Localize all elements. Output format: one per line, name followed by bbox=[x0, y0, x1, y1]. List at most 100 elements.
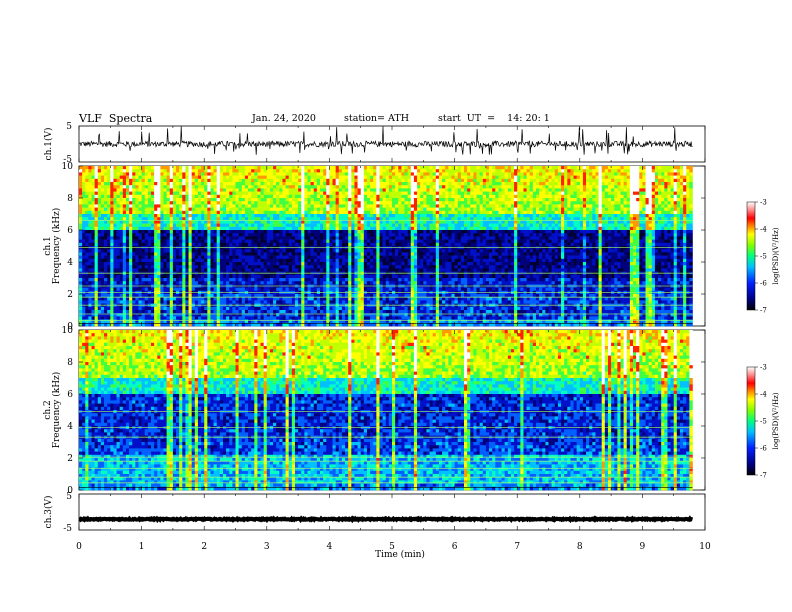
spectrogram-cell bbox=[623, 198, 628, 202]
spectrogram-cell bbox=[244, 166, 249, 170]
spectrogram-cell bbox=[413, 175, 418, 180]
spectrogram-cell bbox=[492, 204, 496, 208]
spectrogram-cell bbox=[633, 233, 637, 237]
spectrogram-cell bbox=[185, 226, 189, 231]
spectrogram-cell bbox=[354, 220, 358, 224]
spectrogram-cell bbox=[457, 242, 462, 247]
spectrogram-cell bbox=[232, 223, 236, 228]
spectrogram-cell bbox=[188, 214, 192, 218]
spectrogram-cell bbox=[119, 239, 124, 244]
spectrogram-cell bbox=[116, 210, 120, 215]
spectrogram-cell bbox=[135, 201, 139, 205]
spectrogram-cell bbox=[410, 188, 415, 192]
spectrogram-cell bbox=[169, 178, 174, 183]
spectrogram-cell bbox=[194, 175, 199, 180]
spectrogram-cell bbox=[467, 230, 471, 234]
spectrogram-cell bbox=[157, 188, 161, 192]
spectrogram-cell bbox=[160, 182, 164, 186]
spectrogram-cell bbox=[226, 204, 230, 208]
spectrogram-cell bbox=[301, 223, 305, 228]
spectrogram-cell bbox=[110, 217, 114, 221]
spectrogram-cell bbox=[194, 188, 199, 192]
spectrogram-cell bbox=[348, 236, 352, 240]
spectrogram-cell bbox=[366, 223, 371, 228]
spectrogram-cell bbox=[138, 201, 142, 205]
spectrogram-cell bbox=[244, 175, 249, 180]
spectrogram-cell bbox=[329, 175, 333, 180]
spectrogram-cell bbox=[598, 242, 603, 247]
spectrogram-cell bbox=[601, 185, 606, 189]
spectrogram-cell bbox=[113, 194, 117, 199]
spectrogram-cell bbox=[269, 166, 274, 170]
spectrogram-cell bbox=[636, 204, 640, 208]
spectrogram-cell bbox=[385, 169, 390, 173]
spectrogram-cell bbox=[266, 239, 271, 244]
spectrogram-cell bbox=[489, 236, 493, 240]
spectrogram-cell bbox=[520, 185, 524, 189]
spectrogram-cell bbox=[382, 207, 387, 212]
spectrogram-cell bbox=[629, 185, 634, 189]
spectrogram-cell bbox=[370, 194, 374, 199]
spectrogram-cell bbox=[244, 236, 249, 240]
spectrogram-cell bbox=[401, 178, 405, 183]
spectrogram-cell bbox=[476, 226, 480, 231]
spectrogram-cell bbox=[129, 201, 133, 205]
spectrogram-cell bbox=[661, 185, 665, 189]
spectrogram-cell bbox=[329, 223, 333, 228]
spectrogram-cell bbox=[676, 188, 681, 192]
spectrogram-cell bbox=[373, 230, 377, 234]
spectrogram-cell bbox=[144, 236, 149, 240]
spectrogram-cell bbox=[451, 207, 455, 212]
spectrogram-cell bbox=[579, 182, 584, 186]
spectrogram-cell bbox=[492, 233, 496, 237]
spectrogram-cell bbox=[648, 223, 653, 228]
spectrogram-cell bbox=[645, 210, 649, 215]
spectrogram-cell bbox=[517, 175, 521, 180]
spectrogram-cell bbox=[307, 239, 311, 244]
spectrogram-cell bbox=[125, 178, 130, 183]
spectrogram-cell bbox=[683, 172, 687, 176]
spectrogram-cell bbox=[110, 185, 114, 189]
spectrogram-cell bbox=[586, 233, 590, 237]
spectrogram-cell bbox=[460, 214, 465, 218]
spectrogram-cell bbox=[310, 210, 315, 215]
spectrogram-cell bbox=[82, 214, 86, 218]
spectrogram-cell bbox=[607, 178, 612, 183]
spectrogram-cell bbox=[385, 191, 390, 196]
spectrogram-cell bbox=[539, 194, 543, 199]
spectrogram-cell bbox=[554, 236, 559, 240]
spectrogram-cell bbox=[79, 207, 83, 212]
spectrogram-cell bbox=[147, 239, 152, 244]
spectrogram-cell bbox=[248, 226, 252, 231]
spectrogram-cell bbox=[210, 236, 214, 240]
spectrogram-cell bbox=[598, 185, 603, 189]
spectrogram-cell bbox=[586, 166, 590, 170]
spectrogram-cell bbox=[91, 236, 95, 240]
spectrogram-cell bbox=[285, 220, 290, 224]
spectrogram-cell bbox=[141, 182, 146, 186]
spectrogram-cell bbox=[607, 172, 612, 176]
spectrogram-cell bbox=[125, 230, 130, 234]
spectrogram-cell bbox=[586, 207, 590, 212]
spectrogram-cell bbox=[316, 178, 321, 183]
spectrogram-cell bbox=[604, 178, 609, 183]
spectrogram-cell bbox=[564, 166, 568, 170]
spectrogram-cell bbox=[573, 242, 577, 247]
spectrogram-cell bbox=[373, 201, 377, 205]
spectrogram-cell bbox=[332, 204, 336, 208]
spectrogram-cell bbox=[160, 236, 164, 240]
spectrogram-cell bbox=[100, 223, 105, 228]
spectrogram-cell bbox=[592, 204, 596, 208]
spectrogram-cell bbox=[357, 169, 361, 173]
spectrogram-cell bbox=[551, 191, 556, 196]
spectrogram-cell bbox=[689, 236, 693, 240]
spectrogram-cell bbox=[570, 178, 574, 183]
spectrogram-cell bbox=[435, 194, 440, 199]
spectrogram-cell bbox=[235, 185, 239, 189]
spectrogram-cell bbox=[113, 191, 117, 196]
spectrogram-cell bbox=[514, 239, 518, 244]
spectrogram-cell bbox=[88, 194, 92, 199]
spectrogram-cell bbox=[316, 188, 321, 192]
spectrogram-cell bbox=[573, 175, 577, 180]
spectrogram-cell bbox=[201, 182, 205, 186]
